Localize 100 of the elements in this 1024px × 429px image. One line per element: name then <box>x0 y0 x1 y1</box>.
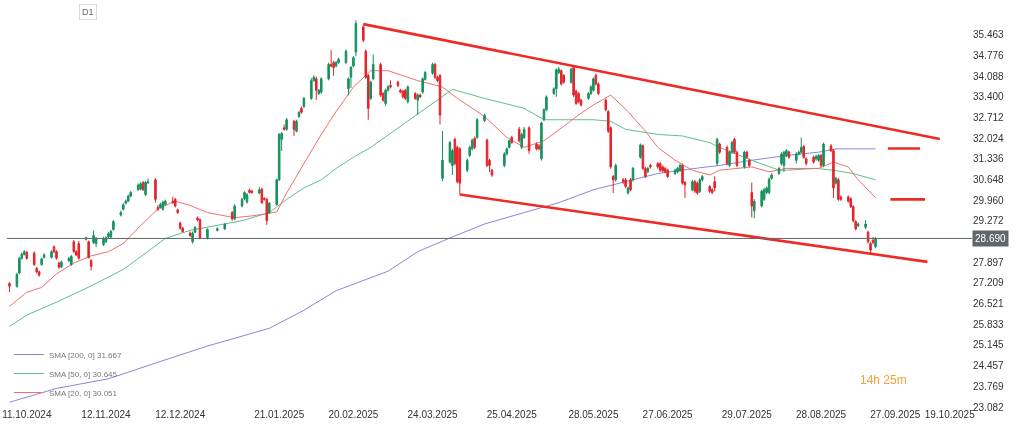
candlestick <box>696 181 699 196</box>
candlestick <box>678 163 682 173</box>
candlestick <box>188 232 192 238</box>
candlestick <box>139 181 142 191</box>
x-tick-label: 12.12.2024 <box>155 409 206 420</box>
candlestick <box>673 168 677 175</box>
candlestick <box>834 176 838 186</box>
candlestick <box>555 67 558 98</box>
candlestick <box>25 250 29 261</box>
candlestick <box>658 161 662 173</box>
candlestick <box>315 75 318 101</box>
candlestick <box>577 91 580 104</box>
candlestick <box>743 150 746 170</box>
candlestick <box>37 271 41 278</box>
candlestick <box>483 113 486 123</box>
y-tick-label: 27.897 <box>973 256 1005 268</box>
candlestick <box>216 226 219 233</box>
candlestick <box>319 76 323 95</box>
candlestick <box>535 142 538 151</box>
candlestick <box>837 177 840 202</box>
candlestick <box>614 163 617 183</box>
candlestick <box>418 93 422 99</box>
candlestick <box>55 249 58 261</box>
candlestick <box>691 179 694 192</box>
candlestick <box>752 198 756 219</box>
candlestick <box>35 268 38 275</box>
x-tick-label: 12.11.2024 <box>81 409 132 420</box>
ref-line-label: 28.690 <box>975 233 1007 244</box>
candlestick <box>258 186 261 194</box>
candlestick <box>92 229 95 245</box>
candlestick <box>268 201 271 215</box>
candlestick <box>631 166 635 183</box>
x-tick-label: 25.04.2025 <box>486 409 538 420</box>
candlestick <box>399 88 402 94</box>
candlestick <box>389 79 392 89</box>
annotation: D1 <box>82 7 94 17</box>
candlestick <box>327 62 330 81</box>
x-tick-label: 28.08.2025 <box>796 409 847 420</box>
candlestick <box>223 222 227 230</box>
candlestick <box>136 182 140 192</box>
candlestick <box>102 236 105 247</box>
candlestick <box>562 73 566 85</box>
candlestick <box>431 62 434 76</box>
candlestick <box>510 135 514 145</box>
line-series <box>8 70 876 307</box>
candlestick <box>646 166 650 173</box>
candlestick <box>639 142 642 160</box>
candlestick <box>592 76 595 92</box>
x-tick-label: 19.10.2025 <box>924 409 976 420</box>
x-tick-label: 11.10.2024 <box>2 409 52 420</box>
y-tick-label: 30.648 <box>973 174 1005 186</box>
x-tick-label: 21.01.2025 <box>254 409 305 420</box>
candlestick <box>856 222 860 228</box>
candlestick <box>310 77 313 101</box>
y-tick-label: 35.463 <box>973 29 1005 41</box>
candlestick <box>337 57 340 64</box>
candlestick <box>624 177 627 189</box>
candlestick <box>250 189 254 195</box>
candlestick <box>475 117 479 140</box>
candlestick <box>604 98 608 112</box>
x-tick-label: 27.09.2025 <box>870 409 921 420</box>
candlestick <box>708 184 711 194</box>
candlestick <box>265 197 269 226</box>
candlestick <box>173 197 177 208</box>
candlestick <box>248 189 251 195</box>
candlestick <box>233 203 236 221</box>
candlestick <box>295 119 298 133</box>
legend-label: SMA [200, 0] 31.667 <box>48 350 122 360</box>
y-tick-label: 23.082 <box>973 401 1005 413</box>
candlestick <box>822 142 825 168</box>
candlestick <box>122 202 125 210</box>
candlestick <box>141 180 145 192</box>
candlestick <box>441 130 444 182</box>
candlestick <box>503 151 506 168</box>
candlestick <box>144 180 147 197</box>
candlestick <box>814 154 818 162</box>
candlestick <box>847 196 850 204</box>
candlestick <box>297 110 301 117</box>
candlestick <box>621 177 625 185</box>
candlestick <box>760 189 763 208</box>
x-tick-label: 24.03.2025 <box>407 409 459 420</box>
y-tick-label: 29.272 <box>973 215 1005 227</box>
candlestick <box>285 117 288 132</box>
candlestick <box>60 260 63 268</box>
x-tick-label: 29.07.2025 <box>721 409 773 420</box>
candlestick <box>32 250 36 267</box>
candlestick <box>812 154 815 165</box>
candlestick <box>369 80 373 101</box>
candlestick <box>206 227 209 240</box>
y-tick-label: 25.145 <box>973 339 1005 351</box>
candlestick <box>569 67 573 85</box>
x-tick-label: 28.05.2025 <box>568 409 619 420</box>
candlestick <box>154 177 157 204</box>
y-tick-label: 25.833 <box>973 318 1005 330</box>
y-tick-label: 34.776 <box>973 50 1005 62</box>
candlestick <box>292 119 296 137</box>
candlestick <box>656 163 660 170</box>
candlestick <box>787 150 791 160</box>
candlestick <box>371 54 375 81</box>
candlestick <box>413 91 417 101</box>
